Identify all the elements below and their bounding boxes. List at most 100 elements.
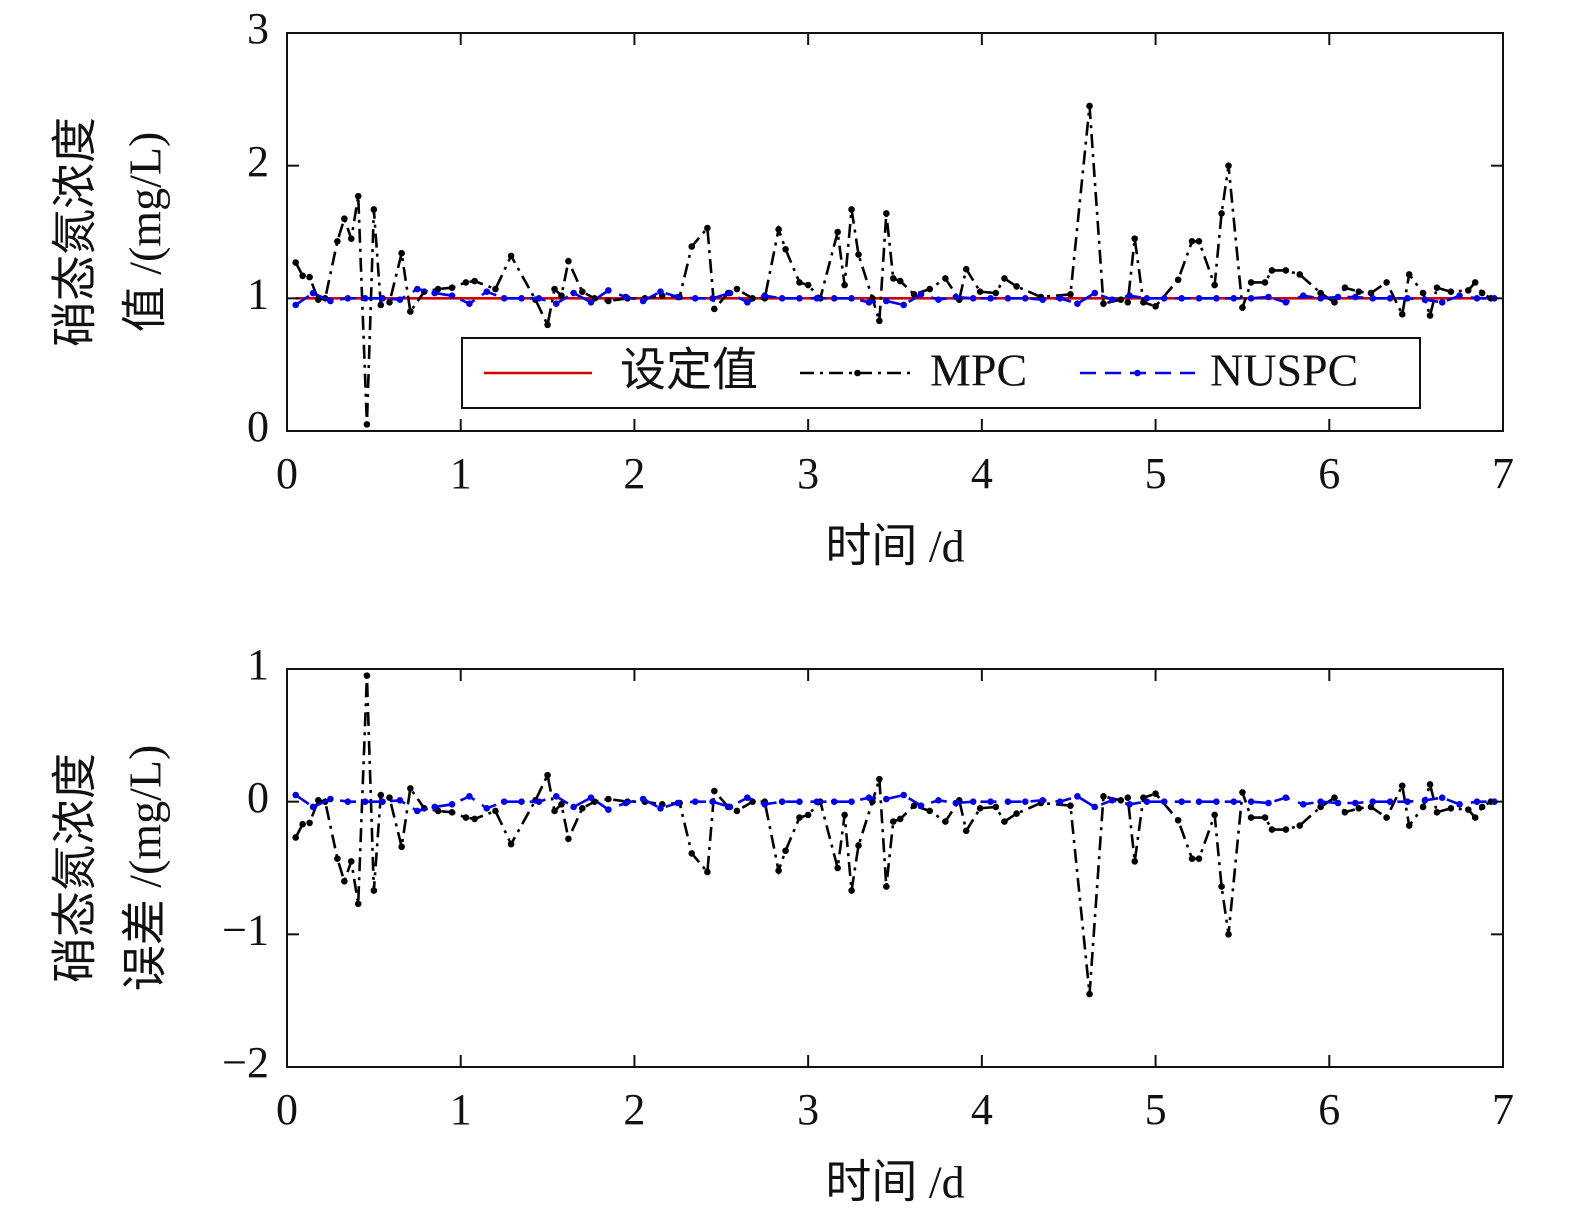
data-point [500, 798, 508, 805]
y-axis-label: 硝态氮浓度 [50, 117, 101, 347]
data-point [1296, 271, 1304, 278]
data-point [848, 887, 855, 894]
series-line [294, 287, 1495, 307]
data-point [386, 794, 393, 801]
data-point [834, 864, 841, 872]
data-point [396, 797, 404, 804]
y-tick-label: −2 [222, 1038, 269, 1087]
data-point [1021, 295, 1029, 302]
data-point [462, 814, 470, 821]
data-point [605, 795, 612, 803]
y-tick-label: −1 [222, 905, 269, 954]
legend-label: NUSPC [1210, 345, 1358, 396]
data-point [1117, 296, 1125, 303]
data-point [535, 798, 543, 805]
data-point [1464, 806, 1472, 813]
data-point [483, 288, 491, 296]
x-tick-label: 7 [1492, 449, 1514, 498]
data-point [518, 295, 525, 302]
data-point [1317, 798, 1324, 805]
y-axis-label: 值 /(mg/L) [120, 132, 171, 333]
data-point [292, 301, 299, 309]
x-tick-label: 1 [450, 1085, 472, 1134]
data-point [992, 289, 1000, 297]
data-point [1004, 295, 1012, 302]
legend-marker [854, 369, 861, 377]
data-point [535, 295, 543, 302]
data-point [1124, 299, 1132, 306]
data-point [976, 288, 984, 296]
data-point [344, 798, 352, 805]
data-point [1282, 794, 1290, 801]
data-point [605, 287, 612, 294]
data-point [1471, 279, 1479, 286]
data-point [292, 834, 299, 841]
x-axis-label: 时间 /d [825, 1157, 964, 1208]
data-point [1334, 293, 1342, 301]
data-point [1108, 296, 1116, 303]
data-point [431, 803, 438, 811]
data-point [1230, 295, 1238, 302]
data-point [1174, 816, 1182, 824]
data-point [691, 295, 699, 302]
data-point [733, 807, 741, 815]
data-point [347, 858, 355, 865]
data-point [778, 798, 786, 805]
data-point [1447, 805, 1455, 812]
series-line [294, 675, 1492, 995]
data-point [1056, 295, 1064, 302]
data-point [1438, 794, 1446, 801]
data-point [1021, 798, 1029, 805]
data-point [448, 284, 456, 292]
data-point [917, 291, 925, 298]
data-point [1239, 304, 1246, 311]
data-point [466, 793, 473, 800]
data-point [1013, 283, 1020, 290]
data-point [306, 819, 313, 827]
data-point [1160, 295, 1168, 302]
data-point [841, 811, 848, 819]
data-point [900, 301, 907, 309]
data-point [865, 299, 873, 306]
legend-marker [1134, 369, 1141, 377]
data-point [1195, 855, 1203, 863]
data-point [848, 206, 855, 213]
data-point [579, 288, 586, 296]
data-point [1143, 798, 1151, 805]
data-point [1247, 295, 1255, 302]
data-point [327, 795, 334, 803]
data-point [804, 281, 812, 289]
data-point [1421, 296, 1429, 303]
data-point [1438, 299, 1446, 306]
data-point [354, 900, 362, 908]
data-point [952, 293, 960, 301]
data-point [1091, 289, 1099, 297]
data-point [1074, 300, 1081, 307]
data-point [761, 801, 769, 808]
data-point [413, 285, 421, 293]
data-point [363, 421, 371, 428]
data-point [1143, 295, 1151, 302]
data-point [1213, 295, 1220, 302]
x-axis-label: 时间 /d [825, 521, 964, 572]
data-point [688, 850, 696, 857]
data-point [483, 805, 491, 812]
data-point [386, 299, 393, 306]
data-point [883, 210, 890, 217]
data-point [1404, 295, 1411, 302]
data-point [848, 798, 855, 805]
data-point [942, 275, 949, 282]
data-point [674, 799, 682, 807]
data-point [605, 297, 612, 305]
data-point [782, 245, 789, 253]
data-point [471, 277, 478, 285]
data-point [341, 215, 348, 223]
data-point [987, 798, 994, 805]
data-point [1218, 210, 1225, 217]
plot-frame [286, 32, 1504, 432]
data-point [778, 295, 786, 302]
data-point [1124, 794, 1132, 801]
data-point [605, 806, 612, 813]
data-point [565, 257, 572, 265]
x-tick-label: 0 [276, 1085, 298, 1134]
